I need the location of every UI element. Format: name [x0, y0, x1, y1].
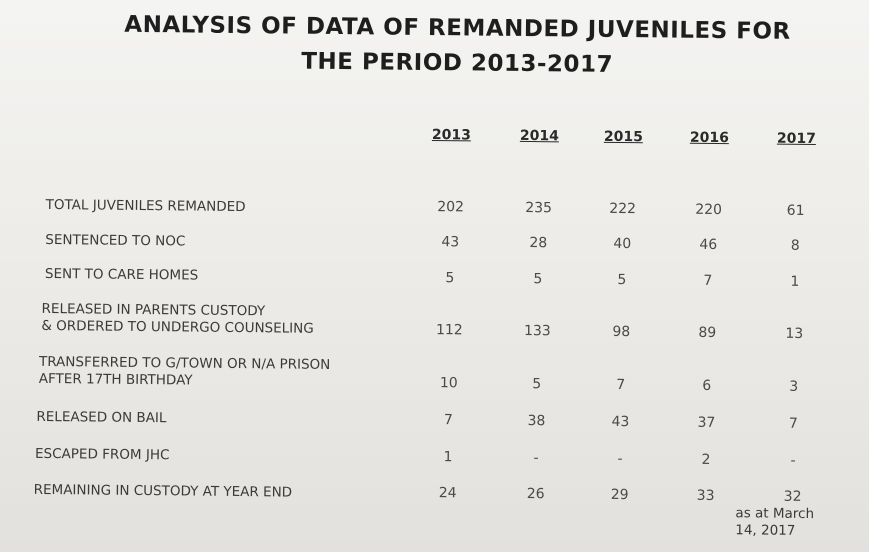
- table-cell: 61: [786, 202, 805, 219]
- footnote-line: 14, 2017: [735, 522, 796, 539]
- table-cell: 112: [435, 322, 463, 339]
- row-label: SENT TO CARE HOMES: [45, 266, 198, 285]
- footnote-2017: as at March 14, 2017: [735, 505, 814, 540]
- row-label-line: ESCAPED FROM JHC: [34, 445, 170, 464]
- table-cell: 6: [702, 377, 712, 394]
- table-cell: 43: [441, 234, 460, 251]
- table-cell: -: [617, 450, 623, 468]
- table-cell: 1: [790, 273, 800, 290]
- table-cell: 7: [616, 376, 626, 394]
- column-header-2017: 2017: [776, 130, 816, 148]
- table-cell: 8: [790, 237, 800, 254]
- table-cell: 28: [529, 235, 548, 252]
- table-cell: 1: [443, 449, 453, 466]
- row-label: TRANSFERRED TO G/TOWN OR N/A PRISON AFTER…: [39, 354, 331, 391]
- table-cell: 33: [696, 487, 715, 504]
- table-cell: 37: [697, 414, 716, 431]
- table-cell: 222: [609, 200, 637, 218]
- row-label-line: RELEASED ON BAIL: [36, 408, 167, 427]
- table-cell: 5: [533, 271, 543, 288]
- table-cell: -: [790, 452, 796, 469]
- table-cell: 98: [612, 323, 631, 341]
- column-header-2013: 2013: [431, 127, 471, 144]
- table-cell: 38: [527, 413, 546, 430]
- table-cell: 46: [699, 236, 718, 254]
- table-cell: 89: [698, 324, 717, 342]
- row-label: SENTENCED TO NOC: [45, 232, 185, 250]
- row-label: RELEASED IN PARENTS CUSTODY & ORDERED TO …: [41, 301, 314, 338]
- row-label: TOTAL JUVENILES REMANDED: [46, 197, 246, 216]
- row-label-line: SENT TO CARE HOMES: [44, 265, 199, 284]
- row-label: RELEASED ON BAIL: [36, 409, 166, 427]
- table-cell: -: [533, 450, 539, 467]
- table-cell: 13: [785, 325, 804, 342]
- title-line-1: ANALYSIS OF DATA OF REMANDED JUVENILES F…: [124, 11, 791, 45]
- table-cell: 235: [525, 199, 553, 217]
- table-cell: 24: [438, 485, 457, 502]
- row-label-line: & ORDERED TO UNDERGO COUNSELING: [41, 317, 314, 337]
- row-label-line: SENTENCED TO NOC: [45, 231, 186, 250]
- table-cell: 7: [788, 415, 798, 432]
- table-cell: 220: [695, 201, 723, 219]
- table-cell: 40: [613, 235, 632, 253]
- row-label-line: REMAINING IN CUSTODY AT YEAR END: [33, 481, 293, 501]
- data-table: 2013 2014 2015 2016 2017 TOTAL JUVENILES REMA…: [3, 0, 869, 505]
- table-cell: 133: [523, 322, 551, 340]
- table-cell: 202: [437, 199, 465, 216]
- table-cell: 3: [789, 378, 799, 395]
- table-cell: 7: [703, 272, 713, 289]
- table-cell: 5: [445, 270, 455, 287]
- row-label-line: TOTAL JUVENILES REMANDED: [45, 196, 246, 216]
- table-cell: 5: [532, 376, 542, 393]
- footnote-line: as at March: [735, 505, 815, 523]
- table-cell: 2: [701, 451, 711, 468]
- table-cell: 7: [443, 412, 453, 429]
- table-cell: 29: [610, 486, 629, 504]
- column-header-2014: 2014: [519, 127, 559, 145]
- table-cell: 26: [526, 486, 545, 503]
- table-cell: 32: [783, 488, 802, 505]
- column-header-2016: 2016: [689, 129, 729, 147]
- row-label-line: AFTER 17TH BIRTHDAY: [38, 370, 193, 389]
- table-cell: 5: [617, 271, 627, 289]
- row-label: ESCAPED FROM JHC: [35, 446, 170, 464]
- row-label: REMAINING IN CUSTODY AT YEAR END: [34, 482, 293, 502]
- table-cell: 10: [439, 375, 458, 392]
- column-header-2015: 2015: [603, 128, 643, 146]
- table-cell: 43: [611, 413, 630, 431]
- title-line-2: THE PERIOD 2013-2017: [301, 48, 614, 78]
